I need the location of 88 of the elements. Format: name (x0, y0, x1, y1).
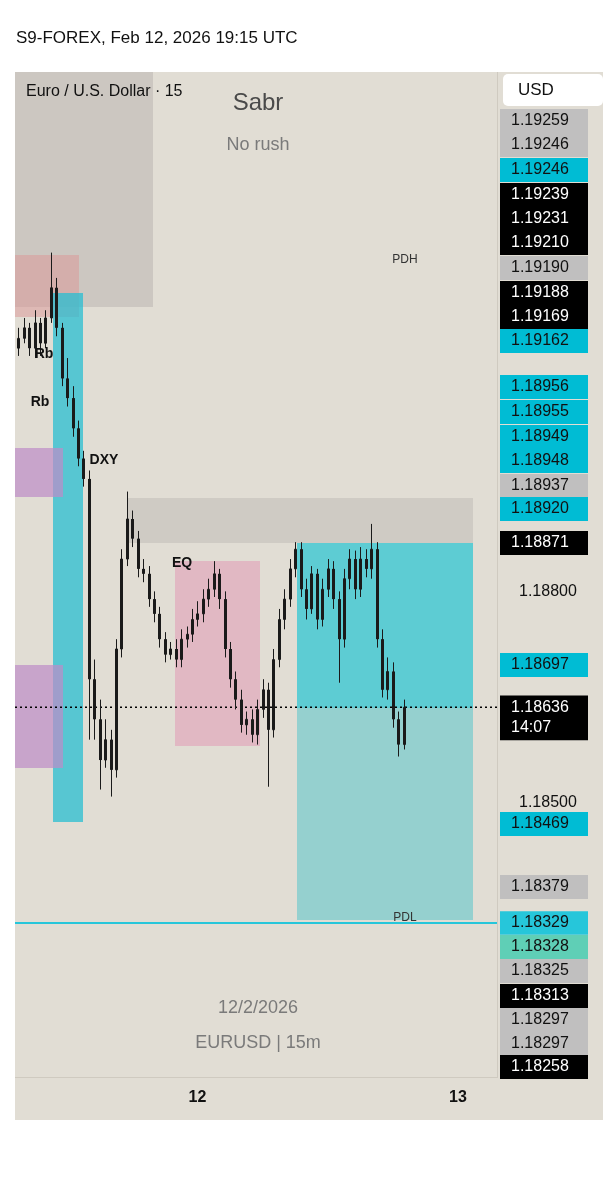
text: 1.19188 (511, 283, 569, 301)
candlestick (245, 711, 248, 736)
ref-line-label: 1.18636 14:07 (511, 697, 569, 735)
candlestick (251, 708, 254, 743)
text: 1.18313 (511, 986, 569, 1004)
candlestick (104, 718, 107, 769)
candlestick (175, 638, 178, 668)
candlestick (115, 638, 118, 779)
candlestick (82, 450, 85, 488)
candlestick (153, 590, 156, 623)
candlestick (365, 548, 368, 578)
candlestick (23, 317, 26, 344)
candlestick (343, 568, 346, 649)
text: Euro / U.S. Dollar · 15 (26, 82, 183, 100)
text: 1.18297 (511, 1010, 569, 1028)
text: 1.18937 (511, 476, 569, 494)
text: 1.18697 (511, 655, 569, 673)
text: 1.18379 (511, 877, 569, 895)
annotation: No rush (226, 133, 290, 154)
candlestick (131, 510, 134, 548)
candlestick (180, 628, 183, 668)
candlestick (50, 252, 53, 324)
x-tick-label: 12 (188, 1088, 207, 1106)
text: 1.18920 (511, 499, 569, 517)
candlestick (386, 656, 389, 701)
annotation: Rb (30, 392, 50, 409)
y-tick-label: 1.18500 (519, 793, 577, 811)
candlestick (321, 578, 324, 628)
candlestick (327, 558, 330, 598)
y-tick-label: 1.18800 (519, 582, 577, 600)
candlestick (207, 578, 210, 608)
text: 1.19259 (511, 111, 569, 129)
candlestick (256, 699, 259, 746)
annotation: PDH (392, 252, 418, 267)
text: 1.19246 (511, 135, 569, 153)
annotation: 12/2/2026 (217, 996, 299, 1017)
text: 1.19190 (511, 258, 569, 276)
candlestick (191, 608, 194, 643)
text: 1.18325 (511, 961, 569, 979)
text: 1.18956 (511, 377, 569, 395)
candlestick (370, 523, 373, 580)
candlestick (126, 491, 129, 567)
annotation: EQ (171, 553, 193, 570)
text: 1.18949 (511, 427, 569, 445)
candlestick (348, 548, 351, 590)
candlestick (283, 588, 286, 630)
y-axis-title: USD (518, 79, 554, 99)
annotation: EURUSD | 15m (195, 1031, 321, 1052)
annotation: PDL (393, 910, 417, 925)
candlestick (278, 608, 281, 668)
text: 1.18469 (511, 814, 569, 832)
text: 1.19231 (511, 209, 569, 227)
candlestick (310, 565, 313, 615)
candlestick (28, 322, 31, 357)
candlestick (234, 670, 237, 710)
text: 1.19246 (511, 160, 569, 178)
text: 1.18948 (511, 451, 569, 469)
candlestick (294, 541, 297, 578)
candlestick (202, 588, 205, 623)
candlestick (213, 560, 216, 598)
annotation: Sabr (232, 87, 284, 115)
candlestick (164, 631, 167, 663)
text: 1.18871 (511, 533, 569, 551)
x-tick-label: 13 (449, 1088, 467, 1106)
candlestick (289, 558, 292, 608)
candlestick (142, 558, 145, 583)
candlestick (196, 600, 199, 628)
text: 1.19169 (511, 307, 569, 325)
candlestick (17, 327, 20, 357)
text: 1.19162 (511, 331, 569, 349)
candlestick (403, 699, 406, 750)
candlestick (262, 678, 265, 719)
text: 1.19239 (511, 185, 569, 203)
text: 1.19210 (511, 233, 569, 251)
candlestick (186, 626, 189, 649)
candlestick (66, 357, 69, 408)
text: 1.18258 (511, 1057, 569, 1075)
ref-line-label: 1.18329 (511, 913, 569, 931)
annotation: DXY (89, 450, 120, 467)
candlestick (120, 548, 123, 658)
text: 1.18297 (511, 1034, 569, 1052)
text: 1.18328 (511, 937, 569, 955)
chart-subtitle: S9-FOREX, Feb 12, 2026 19:15 UTC (16, 27, 298, 47)
candlestick (305, 578, 308, 620)
candlestick (272, 648, 275, 739)
text: 1.18955 (511, 402, 569, 420)
candlestick (44, 309, 47, 349)
candlestick (359, 546, 362, 598)
